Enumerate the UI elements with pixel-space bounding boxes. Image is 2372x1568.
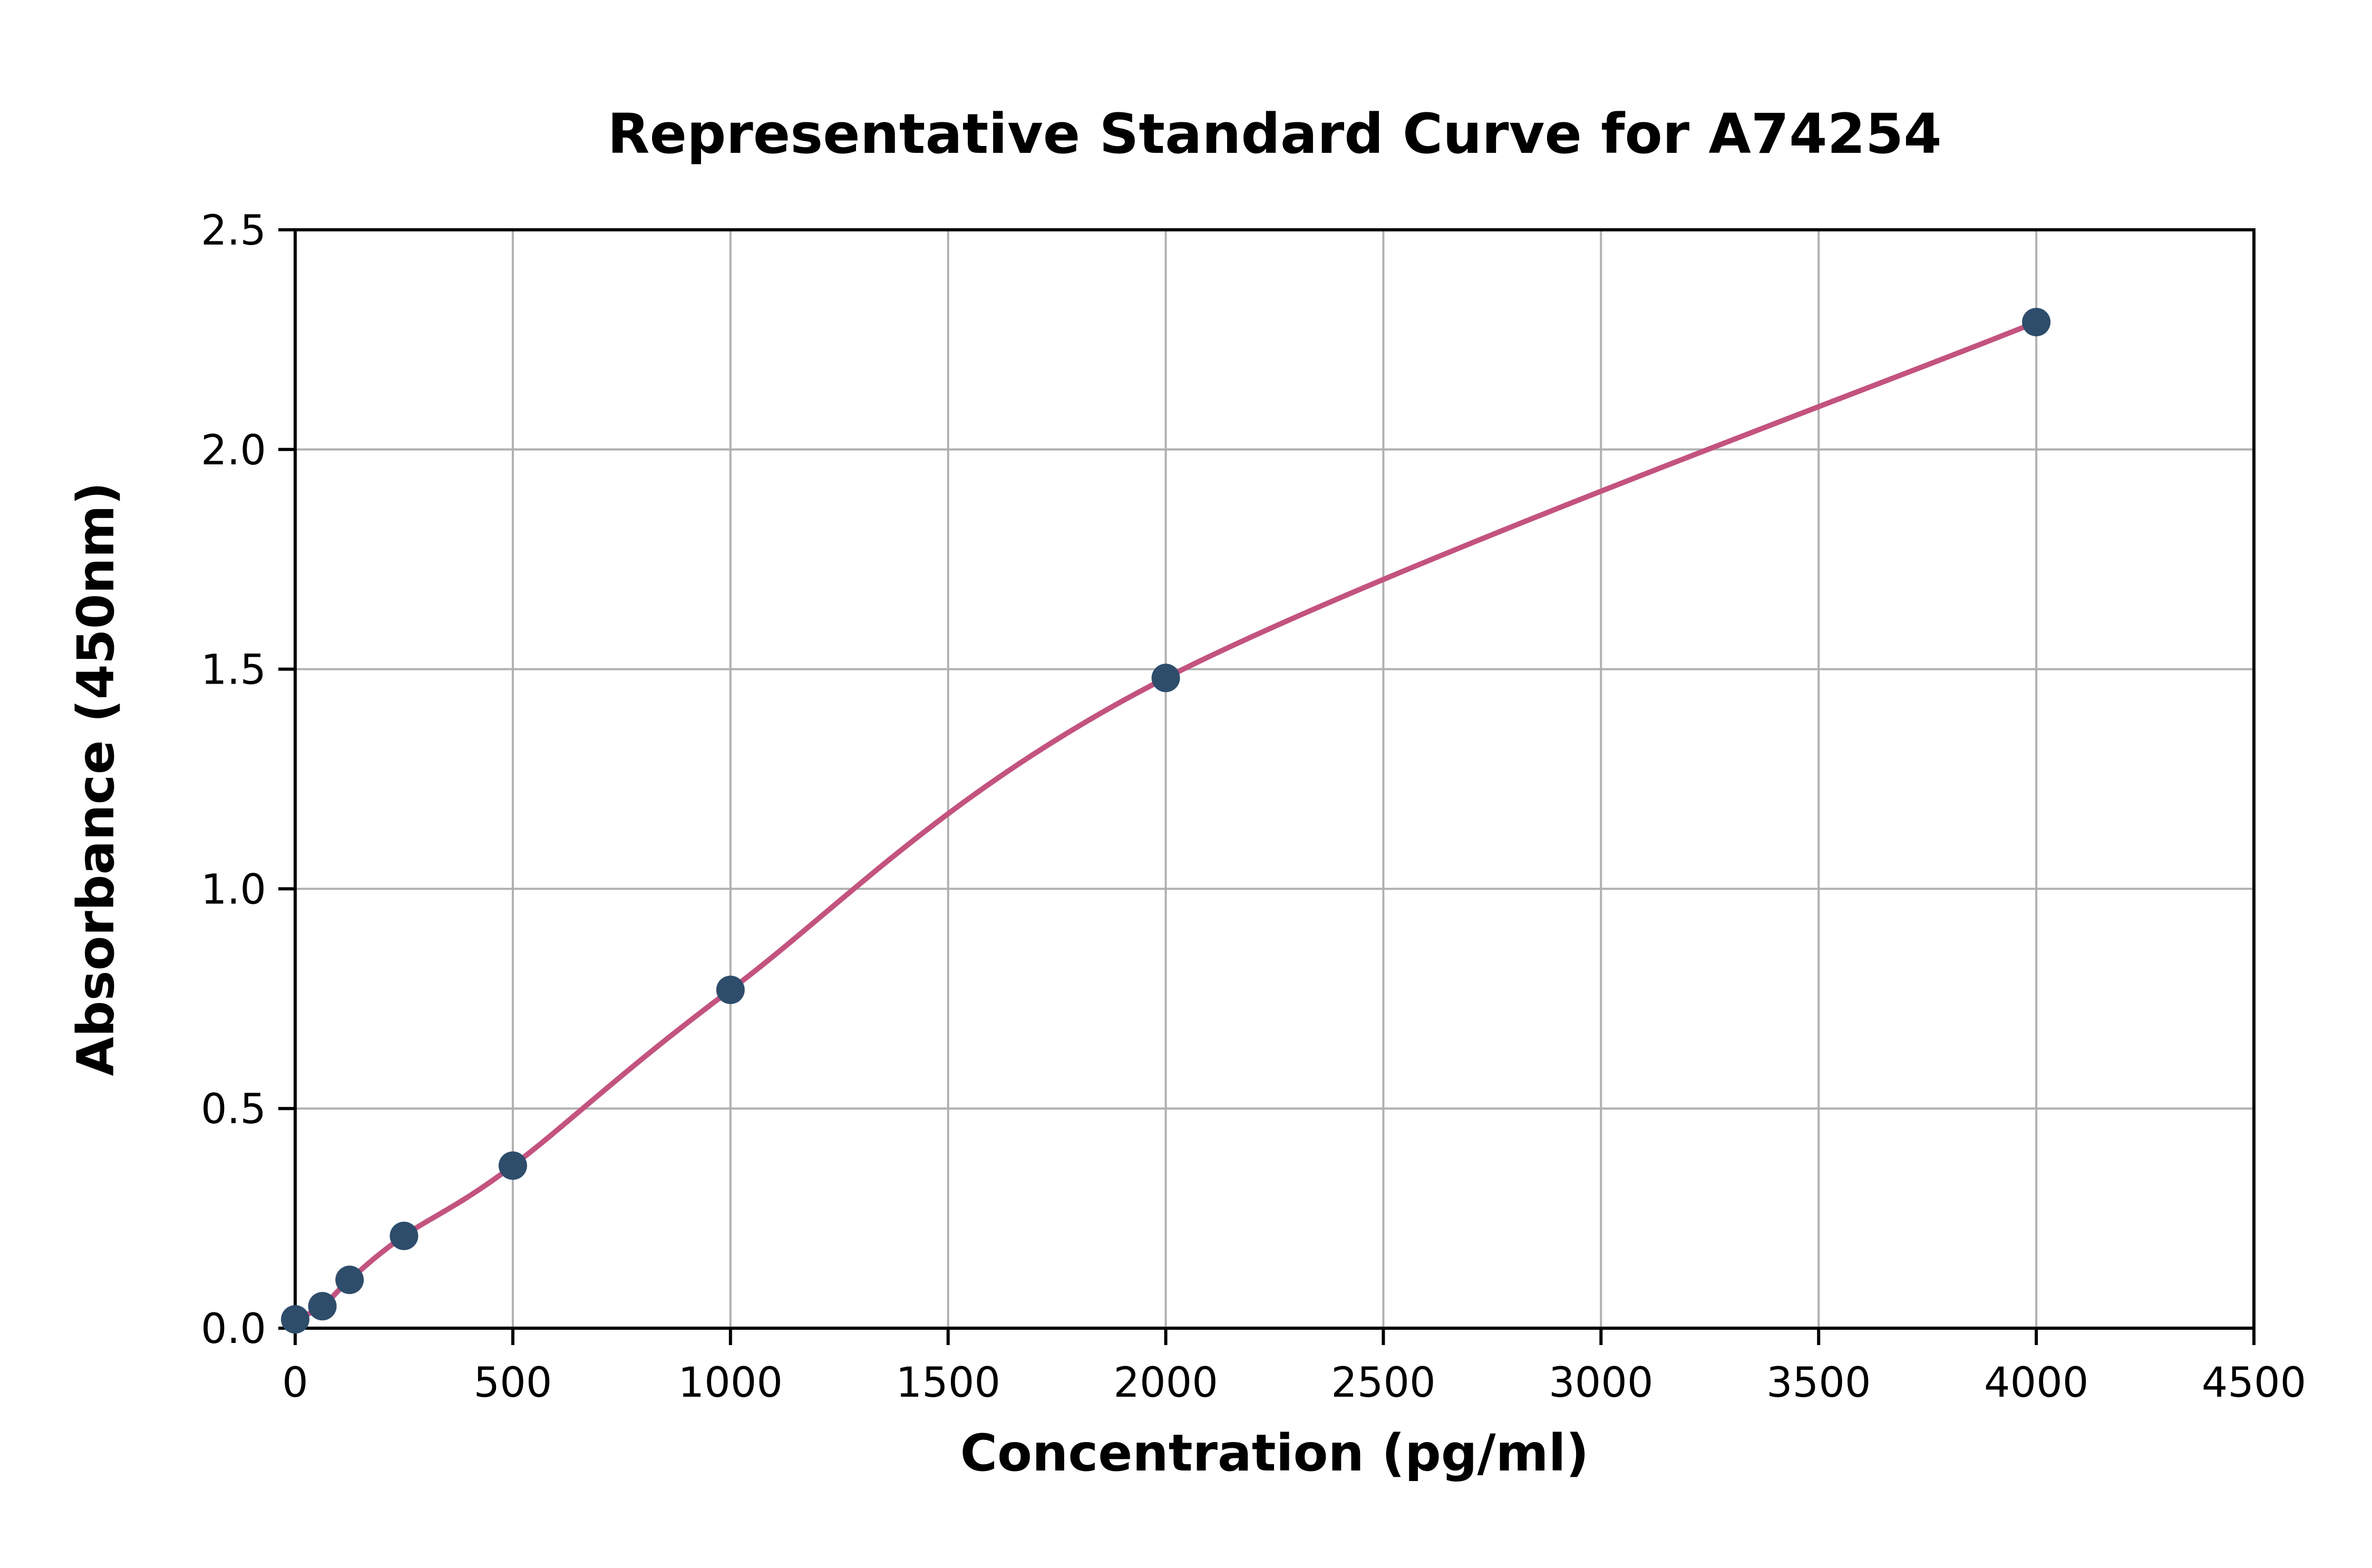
y-tick-label: 0.0 (201, 1306, 266, 1353)
x-tick-label: 3000 (1549, 1359, 1654, 1407)
y-tick-label: 0.5 (201, 1086, 266, 1133)
data-point (498, 1151, 527, 1180)
y-tick-label: 1.0 (201, 866, 266, 913)
data-point (335, 1265, 364, 1294)
x-tick-label: 2000 (1113, 1359, 1218, 1407)
grid-layer (294, 229, 2255, 1329)
y-tick-label: 2.5 (201, 207, 266, 255)
x-tick-label: 1500 (896, 1359, 1000, 1407)
data-point (281, 1305, 309, 1334)
x-tick-label: 4000 (1984, 1359, 2089, 1407)
x-tick-label: 500 (473, 1359, 552, 1407)
data-point (390, 1221, 419, 1250)
plot-layer (281, 308, 2051, 1334)
plot-border (294, 228, 2256, 1330)
x-tick-label: 0 (282, 1359, 308, 1407)
x-tick-label: 3500 (1766, 1359, 1871, 1407)
data-point (2022, 308, 2051, 337)
data-point (716, 976, 745, 1005)
axis-layer: 0 500 1000 1500 2000 2500 3000 3500 4000 4500 0.0 0… (201, 207, 2306, 1407)
y-axis-label: Absorbance (450nm) (66, 482, 125, 1076)
y-tick-label: 2.0 (201, 427, 266, 474)
data-point (308, 1292, 337, 1321)
data-point (1151, 664, 1180, 693)
y-tick-label: 1.5 (201, 647, 266, 694)
chart-title: Representative Standard Curve for A74254 (607, 102, 1941, 166)
x-tick-label: 1000 (678, 1359, 783, 1407)
x-tick-label: 2500 (1331, 1359, 1436, 1407)
x-axis-label: Concentration (pg/ml) (960, 1424, 1589, 1483)
x-tick-label: 4500 (2202, 1359, 2307, 1407)
